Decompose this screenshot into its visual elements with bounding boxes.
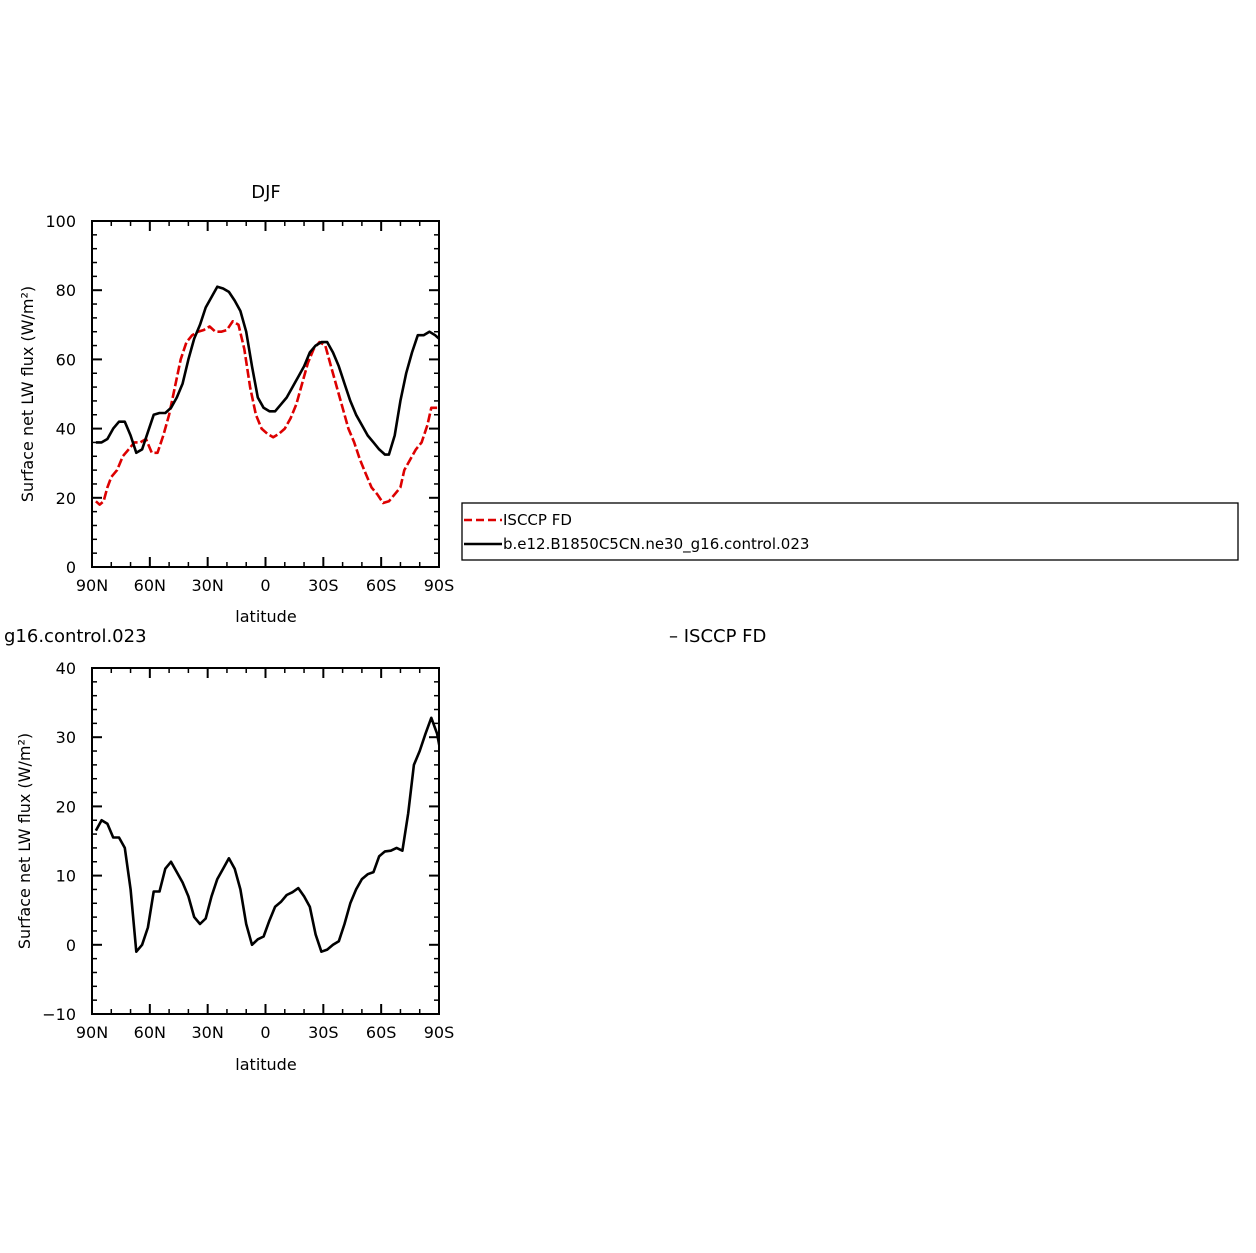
bottom-xtick-label: 60N	[134, 1023, 166, 1042]
bottom-chart: 90N 60N 30N 0 30S 60S 90S −10 0 10 20 30 40 latitude…	[15, 659, 454, 1074]
top-xtick-label: 90S	[424, 576, 455, 595]
bottom-ytick-label: 40	[56, 659, 76, 678]
bottom-chart-tick-labels: 90N 60N 30N 0 30S 60S 90S −10 0 10 20 30 40	[42, 659, 454, 1042]
bottom-xtick-label: 30N	[192, 1023, 224, 1042]
bottom-ytick-label: 0	[66, 936, 76, 955]
bottom-xtick-label: 90S	[424, 1023, 455, 1042]
bottom-ytick-label: 20	[56, 797, 76, 816]
top-ytick-label: 80	[56, 281, 76, 300]
legend-frame	[461, 502, 1239, 561]
top-chart-xlabel: latitude	[235, 607, 296, 626]
bottom-ytick-label: −10	[42, 1005, 76, 1024]
lower-chart-title-left: g16.control.023	[4, 626, 147, 647]
legend: ISCCP FD b.e12.B1850C5CN.ne30_g16.contro…	[461, 502, 1239, 561]
bottom-chart-frame	[91, 667, 440, 1015]
bottom-xtick-label: 60S	[366, 1023, 397, 1042]
top-series-line-1	[95, 285, 439, 456]
bottom-series-line-0	[94, 716, 439, 953]
top-ytick-label: 20	[56, 489, 76, 508]
top-xtick-label: 90N	[76, 576, 108, 595]
legend-label-model: b.e12.B1850C5CN.ne30_g16.control.023	[503, 535, 809, 554]
top-ytick-label: 60	[56, 350, 76, 369]
top-series-line-0	[95, 320, 438, 506]
bottom-xtick-label: 90N	[76, 1023, 108, 1042]
top-chart-tick-labels: 90N 60N 30N 0 30S 60S 90S 0 20 40 60 80 100	[45, 212, 454, 595]
legend-label-isccp: ISCCP FD	[503, 511, 572, 529]
top-ytick-label: 0	[66, 558, 76, 577]
top-xtick-label: 60S	[366, 576, 397, 595]
top-xtick-label: 0	[260, 576, 270, 595]
bottom-chart-ticks	[91, 667, 440, 1015]
bottom-chart-xlabel: latitude	[235, 1055, 296, 1074]
top-chart-ylabel: Surface net LW flux (W/m²)	[18, 286, 37, 502]
bottom-ytick-label: 10	[56, 867, 76, 886]
top-chart-ticks	[91, 220, 440, 568]
lower-chart-title-right: – ISCCP FD	[669, 626, 766, 647]
top-chart: DJF 90N 60N 30N 0 30S 60S 90S 0 20 40 60 80 100 lati…	[18, 182, 454, 626]
bottom-ytick-label: 30	[56, 728, 76, 747]
top-chart-series	[95, 285, 439, 506]
top-xtick-label: 60N	[134, 576, 166, 595]
bottom-xtick-label: 30S	[308, 1023, 339, 1042]
top-ytick-label: 40	[56, 420, 76, 439]
top-chart-title: DJF	[251, 182, 281, 203]
bottom-chart-series	[94, 716, 439, 953]
top-ytick-label: 100	[45, 212, 76, 231]
bottom-chart-ylabel: Surface net LW flux (W/m²)	[15, 733, 34, 949]
top-xtick-label: 30S	[308, 576, 339, 595]
top-chart-frame	[91, 220, 440, 568]
bottom-xtick-label: 0	[260, 1023, 270, 1042]
top-xtick-label: 30N	[192, 576, 224, 595]
